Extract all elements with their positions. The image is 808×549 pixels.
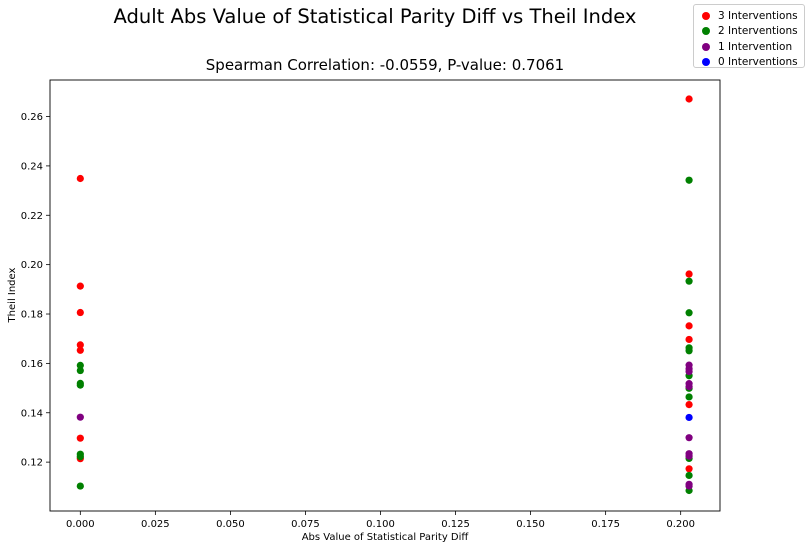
legend-marker-purple (702, 42, 710, 51)
data-point (76, 482, 84, 490)
data-point (685, 176, 693, 184)
legend-label: 2 Interventions (718, 25, 798, 38)
data-point (685, 270, 693, 278)
data-point (685, 309, 693, 317)
x-tick-label: 0.125 (441, 519, 470, 530)
x-tick-label: 0.200 (666, 519, 695, 530)
legend-label: 0 Interventions (718, 56, 798, 69)
data-point (76, 282, 84, 290)
y-tick-label: 0.12 (21, 458, 43, 469)
series-0-interventions (685, 413, 693, 422)
data-point (685, 367, 693, 376)
x-tick-label: 0.050 (216, 519, 245, 530)
data-point (685, 322, 693, 330)
y-tick-label: 0.18 (21, 310, 43, 321)
data-point (685, 471, 693, 480)
data-point (685, 347, 693, 355)
data-point (685, 452, 693, 460)
x-tick-label: 0.075 (291, 519, 320, 530)
legend-marker-red (702, 11, 710, 20)
data-point (76, 346, 84, 354)
data-point (76, 453, 84, 461)
data-point (685, 465, 693, 473)
data-point (685, 382, 693, 391)
x-tick-label: 0.025 (141, 519, 170, 530)
data-point (76, 174, 84, 183)
data-point (685, 434, 693, 442)
axes-frame (49, 79, 721, 512)
data-point (685, 482, 693, 490)
y-tick-label: 0.14 (21, 408, 43, 419)
y-tick-label: 0.22 (21, 211, 43, 222)
data-point (76, 308, 84, 317)
y-tick-label: 0.20 (21, 260, 43, 271)
data-point (76, 413, 84, 421)
y-axis-label: Theil Index (7, 267, 18, 323)
series-1-intervention (76, 361, 693, 490)
series-2-interventions (76, 176, 693, 495)
legend: 3 Interventions 2 Interventions 1 Interv… (693, 4, 805, 68)
x-tick-label: 0.000 (66, 519, 95, 530)
legend-item-0-interventions: 0 Interventions (694, 55, 804, 71)
legend-marker-green (702, 27, 710, 36)
x-tick-label: 0.100 (366, 519, 395, 530)
legend-item-1-intervention: 1 Intervention (694, 39, 804, 55)
y-tick-label: 0.24 (21, 161, 43, 172)
data-point (76, 434, 84, 442)
chart-title: Spearman Correlation: -0.0559, P-value: … (206, 56, 564, 74)
data-point (685, 413, 693, 422)
data-point (685, 277, 693, 285)
data-point (76, 381, 84, 389)
x-axis-label: Abs Value of Statistical Parity Diff (302, 532, 470, 543)
data-point (685, 335, 693, 344)
x-tick-label: 0.175 (591, 519, 620, 530)
series-3-interventions (76, 95, 693, 473)
data-point (685, 401, 693, 409)
legend-label: 1 Intervention (718, 40, 793, 53)
legend-marker-blue (702, 58, 710, 67)
legend-item-3-interventions: 3 Interventions (694, 8, 804, 24)
x-tick-label: 0.150 (516, 519, 545, 530)
data-point (685, 95, 693, 103)
data-point (76, 361, 84, 369)
data-point (76, 341, 84, 349)
legend-label: 3 Interventions (718, 9, 798, 22)
y-tick-label: 0.16 (21, 359, 43, 370)
legend-item-2-interventions: 2 Interventions (694, 24, 804, 40)
data-point (76, 366, 84, 375)
data-point (685, 393, 693, 401)
figure-suptitle: Adult Abs Value of Statistical Parity Di… (113, 5, 637, 28)
y-tick-label: 0.26 (21, 112, 43, 123)
